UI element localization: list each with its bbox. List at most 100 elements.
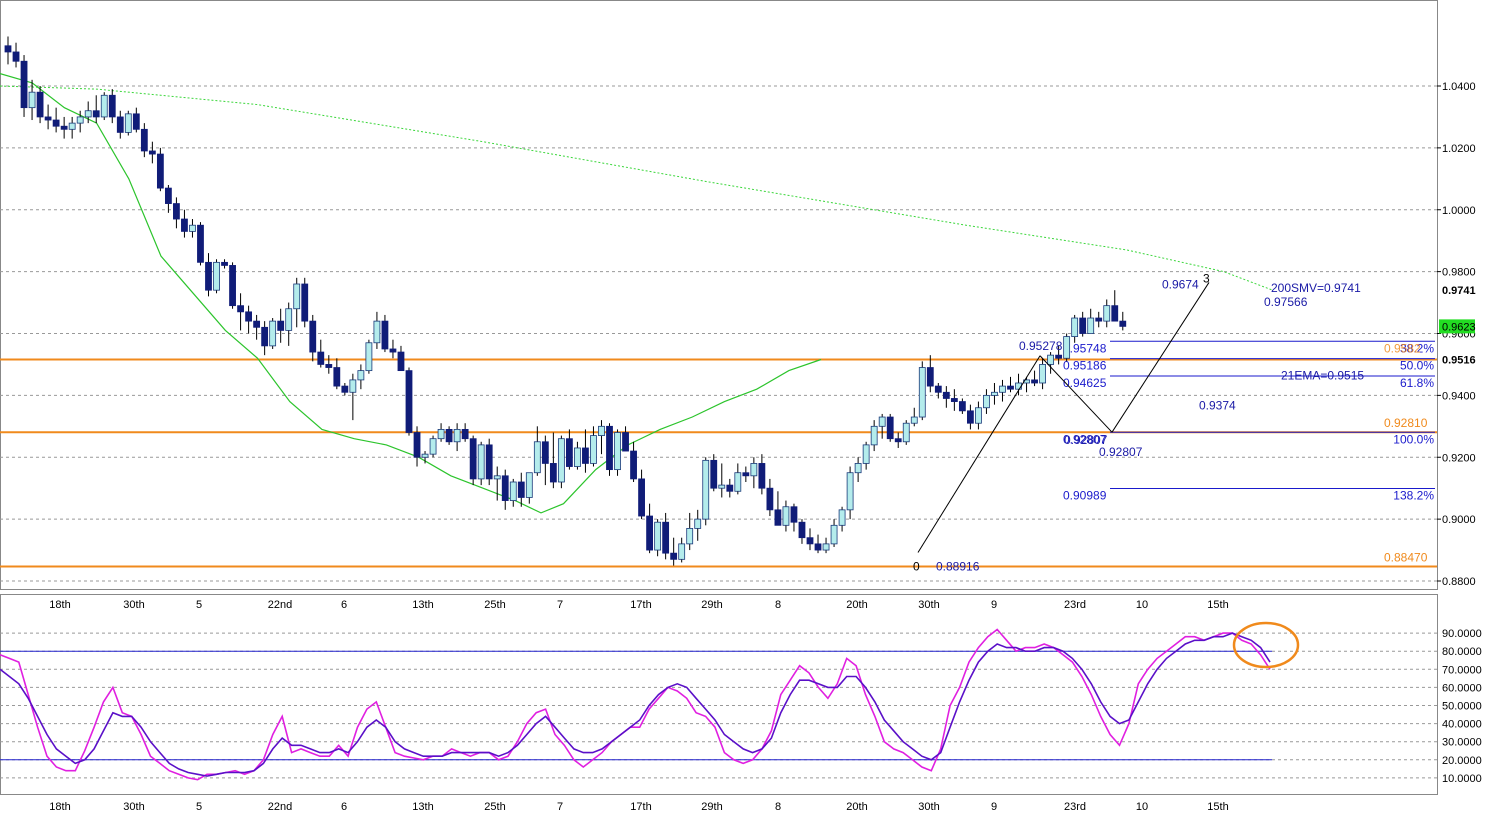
candle-body <box>100 94 108 118</box>
candle-body <box>1071 317 1079 337</box>
x-tick-label: 9 <box>991 599 997 611</box>
price-tick-label: 0.9200 <box>1442 452 1476 464</box>
candle-body <box>341 385 349 393</box>
candle-body <box>878 416 886 427</box>
candle-body <box>670 552 678 560</box>
highlight-circle <box>1232 621 1300 669</box>
candle-body <box>413 432 421 458</box>
x-tick-label: 13th <box>412 599 433 611</box>
candle-body <box>269 320 277 347</box>
price-grid <box>0 85 1437 582</box>
candle-body <box>958 401 966 412</box>
candle-body <box>870 425 878 446</box>
fib-overlap-label: 0.9582 <box>1384 341 1421 355</box>
level-label: 0.92810 <box>1384 416 1428 430</box>
candle-body <box>173 203 180 220</box>
candle-body <box>702 459 710 520</box>
candle-body <box>68 122 76 130</box>
stoch-tick-label: 10.0000 <box>1442 773 1482 785</box>
x-tick-label-bottom: 20th <box>846 801 867 813</box>
candle-body <box>862 444 870 464</box>
wave-line-1 <box>917 355 1041 553</box>
candle-body <box>445 429 453 443</box>
x-tick-label: 25th <box>484 599 505 611</box>
candle-body <box>285 308 293 331</box>
candle-body <box>365 342 373 372</box>
stoch-tick-label: 60.0000 <box>1442 682 1482 694</box>
candle-body <box>630 450 637 480</box>
candle-body <box>229 265 236 307</box>
candle-body <box>461 429 469 440</box>
x-tick-label: 22nd <box>268 599 292 611</box>
candle-body <box>197 224 204 263</box>
candle-body <box>574 447 581 467</box>
candle-body <box>36 91 44 118</box>
candle-body <box>389 348 397 353</box>
stochastic-axis: 90.0000 80.0000 70.0000 60.0000 50.0000 40.00… <box>1442 628 1482 785</box>
candle-body <box>1079 317 1087 334</box>
x-tick-label: 20th <box>846 599 867 611</box>
fib-price-label: 0.95748 <box>1063 341 1107 355</box>
candle-body <box>1007 385 1014 390</box>
candle-body <box>381 320 389 350</box>
candle-body <box>1063 336 1071 359</box>
candle-body <box>549 463 557 483</box>
candle-body <box>509 481 517 501</box>
horizontal-levels: 0.92810 0.88470 <box>0 358 1437 568</box>
candle-body <box>999 385 1006 393</box>
candle-body <box>541 441 549 464</box>
sma-axis-label: 0.9741 <box>1442 285 1476 297</box>
candle-body <box>309 320 317 353</box>
candle-body <box>622 432 629 452</box>
candle-body <box>116 116 124 133</box>
fib-percent-label: 38.2% <box>1400 341 1434 355</box>
candle-body <box>926 367 934 387</box>
ema-annotation: 21EMA=0.9515 <box>1281 369 1364 383</box>
stoch-tick-label: 40.0000 <box>1442 719 1482 731</box>
stoch-d-line <box>0 632 1271 777</box>
candle-body <box>397 351 405 372</box>
x-tick-label-bottom: 13th <box>412 801 433 813</box>
swing-low-end-label: 0.9374 <box>1199 398 1236 412</box>
candle-body <box>1055 354 1063 359</box>
candle-body <box>942 391 950 399</box>
candle-body <box>493 475 501 480</box>
candle-body <box>838 509 846 526</box>
low-label: 0.88916 <box>936 560 980 574</box>
candle-body <box>28 91 36 109</box>
swing-low-label: 0.92807 <box>1064 433 1108 447</box>
candle-body <box>606 425 613 471</box>
candle-body <box>1087 317 1095 334</box>
last-price-badge <box>1439 319 1475 334</box>
candle-body <box>983 394 990 409</box>
candle-body <box>758 463 766 489</box>
price-axis: 1.04001.02001.00000.98000.96000.94000.92… <box>1437 81 1476 588</box>
candle-body <box>501 475 509 501</box>
candle-body <box>253 320 261 328</box>
candle-body <box>205 261 212 291</box>
candle-body <box>566 438 573 467</box>
fibonacci-lines: 0.95748 38.2% 0.95186 50.0% 0.94625 61.8% 0.92… <box>1063 340 1435 503</box>
fib-price-label: 0.90989 <box>1063 489 1107 503</box>
candle-body <box>582 447 589 464</box>
candle-body <box>662 521 670 554</box>
stoch-tick-label: 90.0000 <box>1442 628 1482 640</box>
candle-body <box>967 410 974 424</box>
candle-body <box>710 459 718 489</box>
candle-body <box>975 407 982 424</box>
candle-body <box>694 518 702 529</box>
candle-body <box>293 283 301 310</box>
candle-body <box>76 116 84 124</box>
candle-body <box>734 472 742 492</box>
candle-body <box>774 509 782 526</box>
x-tick-label: 23rd <box>1064 599 1086 611</box>
candle-body <box>814 543 822 551</box>
x-tick-label-bottom: 15th <box>1207 801 1228 813</box>
price-panel-frame <box>0 0 1438 590</box>
price-tick-label: 1.0400 <box>1442 81 1476 93</box>
candle-body <box>950 398 958 402</box>
x-tick-label-bottom: 8 <box>775 801 781 813</box>
price-tick-label: 0.9800 <box>1442 267 1476 279</box>
